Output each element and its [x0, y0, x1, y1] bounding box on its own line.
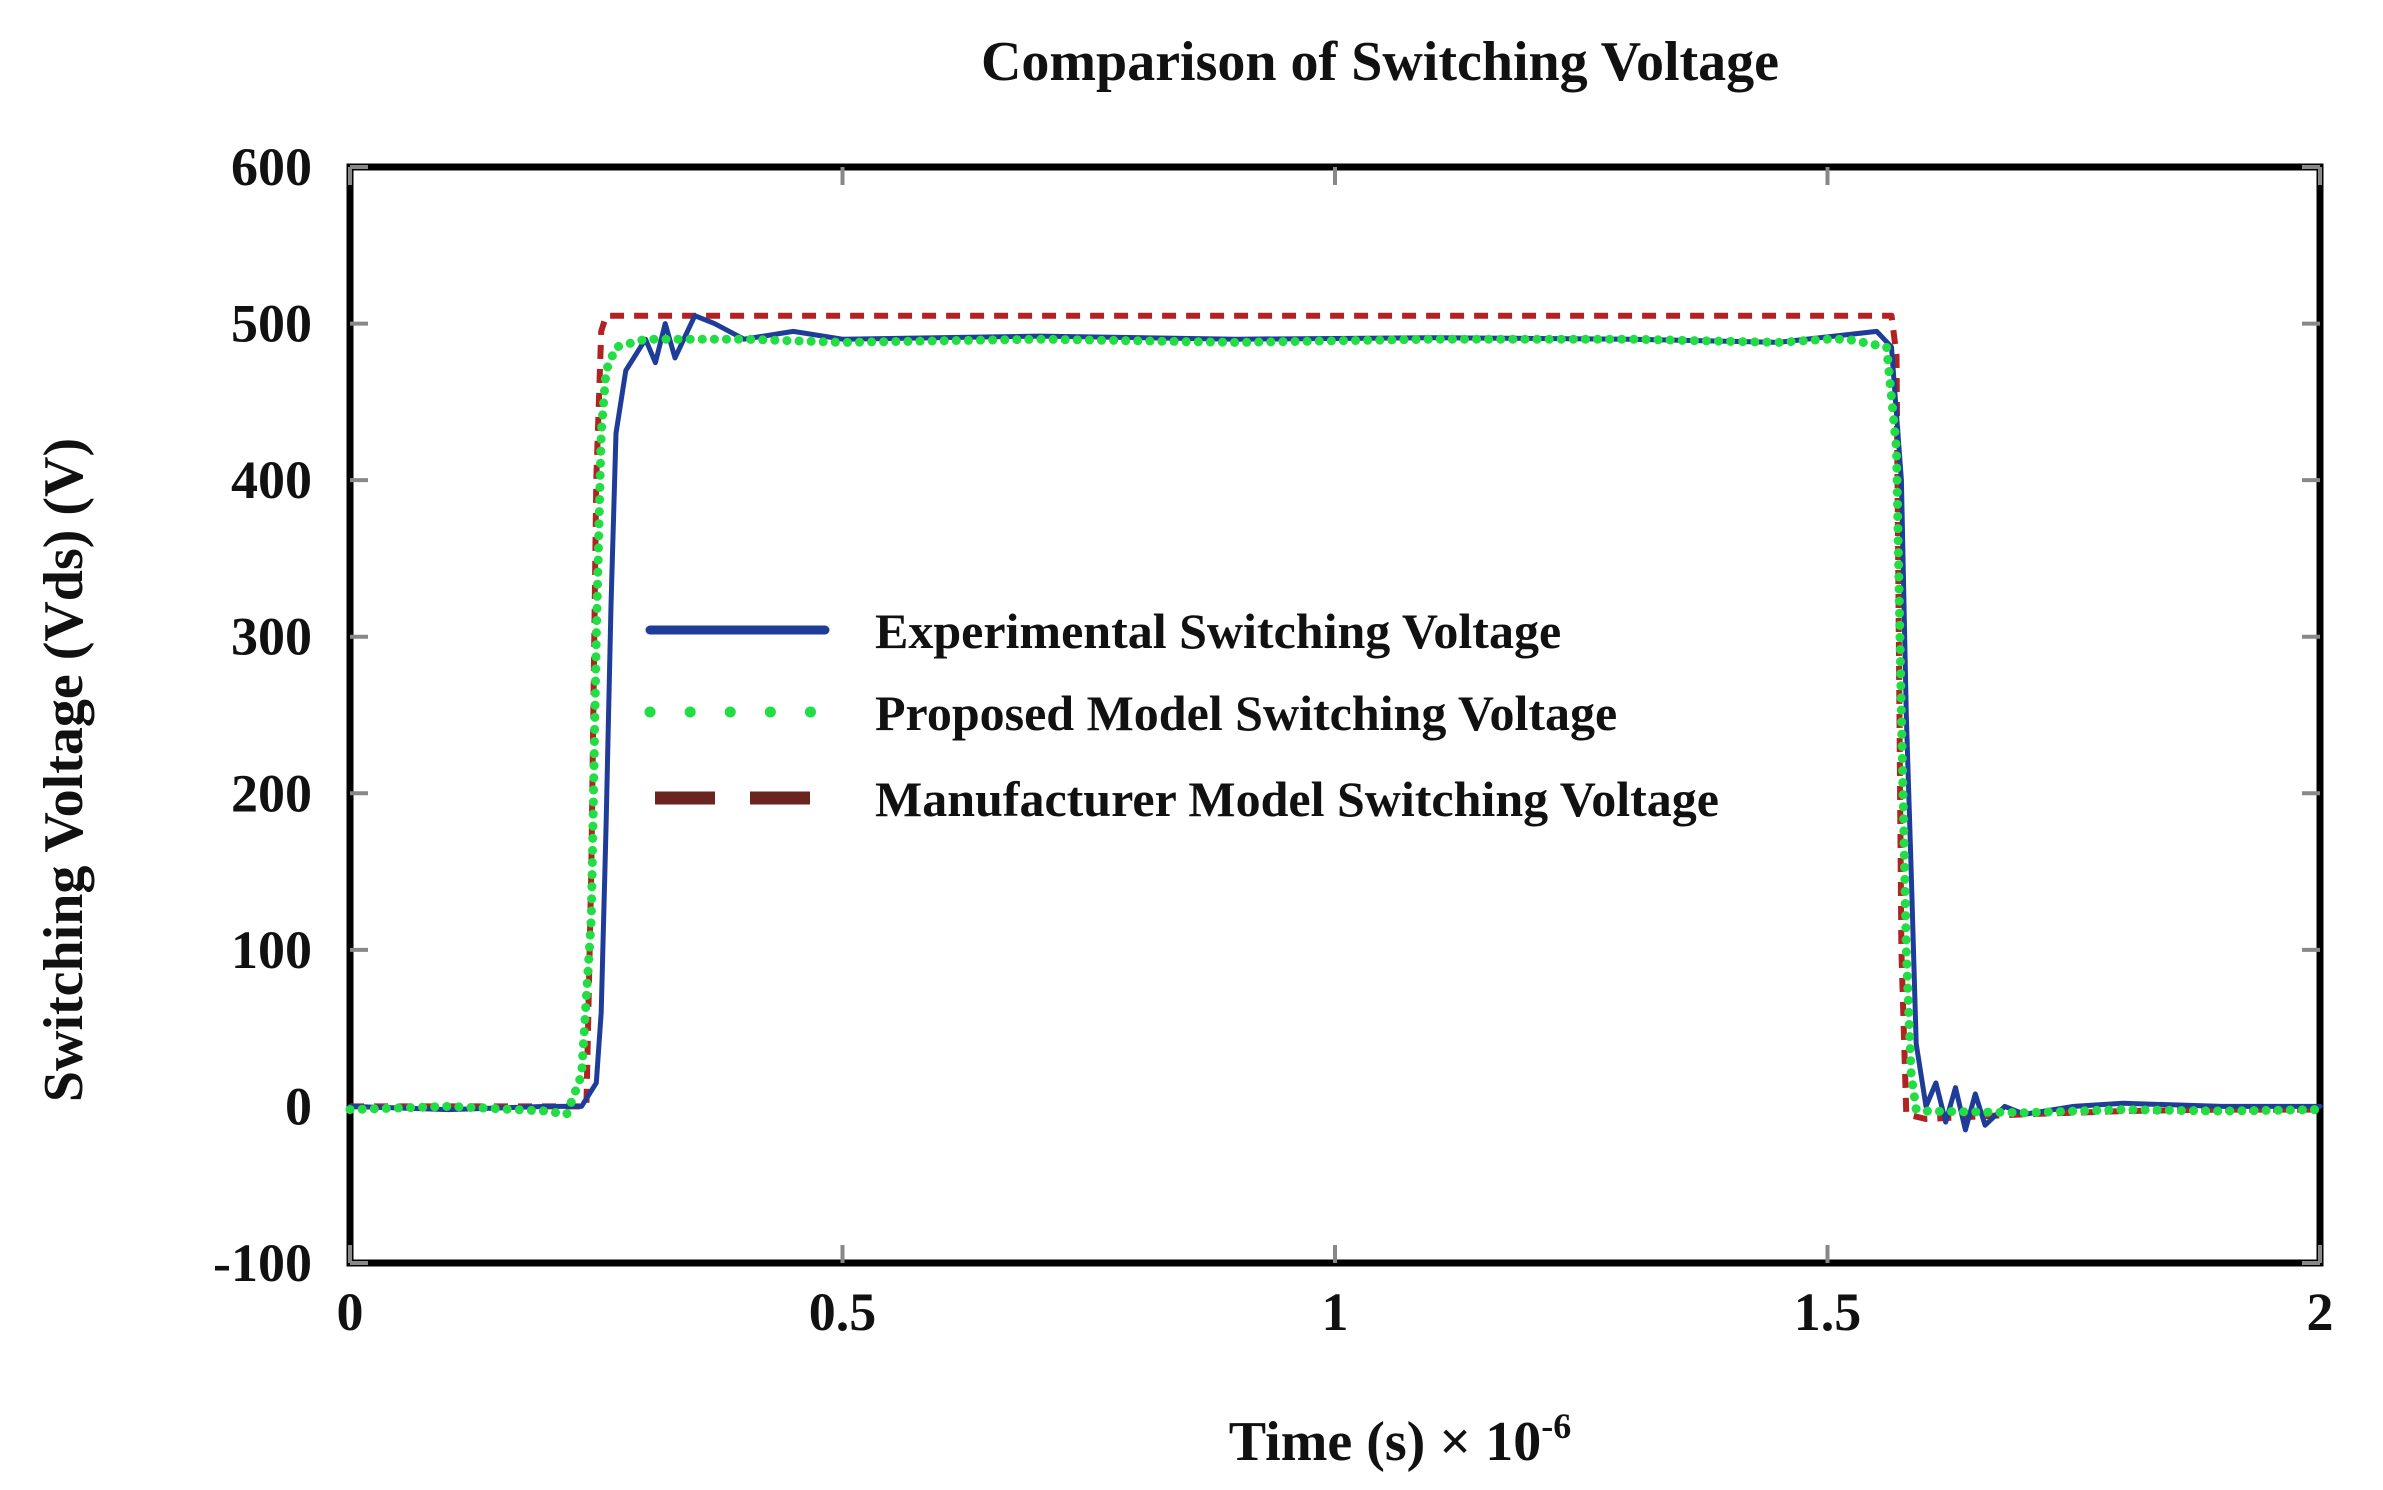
series-line-dotted [345, 334, 2325, 1119]
x-tick-label: 0 [337, 1282, 364, 1342]
y-tick-label: 100 [231, 920, 312, 980]
y-axis-label: Switching Voltage (Vds) (V) [33, 438, 95, 1102]
x-tick-label: 0.5 [809, 1282, 877, 1342]
series-line-solid [347, 313, 2323, 1133]
y-tick-label: 600 [231, 137, 312, 197]
x-tick-label: 1 [1322, 1282, 1349, 1342]
x-tick-label: 2 [2307, 1282, 2334, 1342]
legend: Experimental Switching Voltage Proposed … [644, 603, 1719, 827]
x-axis-label-exponent: -6 [1541, 1406, 1571, 1446]
y-tick-label: 300 [231, 607, 312, 667]
chart-title: Comparison of Switching Voltage [981, 31, 1779, 93]
y-tick-label: 0 [285, 1076, 312, 1136]
legend-label-experimental: Experimental Switching Voltage [875, 603, 1561, 659]
legend-label-proposed: Proposed Model Switching Voltage [875, 685, 1617, 741]
y-tick-label: -100 [213, 1233, 312, 1293]
axis-ticks: 0 0.5 1 1.5 2 600 500 400 300 200 100 0 -100 [213, 137, 2333, 1342]
y-tick-label: 200 [231, 763, 312, 823]
series-layer [345, 312, 2325, 1133]
y-tick-label: 400 [231, 450, 312, 510]
legend-label-manufacturer: Manufacturer Model Switching Voltage [875, 771, 1719, 827]
x-axis-label-main: Time (s) × 10 [1229, 1411, 1541, 1473]
x-axis-label: Time (s) × 10-6 [1229, 1406, 1571, 1473]
y-tick-label: 500 [231, 294, 312, 354]
x-tick-label: 1.5 [1794, 1282, 1862, 1342]
